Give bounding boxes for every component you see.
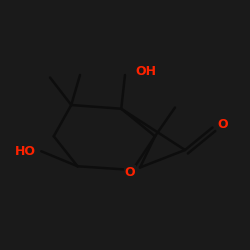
- Text: O: O: [124, 166, 135, 179]
- Text: O: O: [218, 118, 228, 132]
- Text: HO: HO: [15, 145, 36, 158]
- Text: OH: OH: [135, 65, 156, 78]
